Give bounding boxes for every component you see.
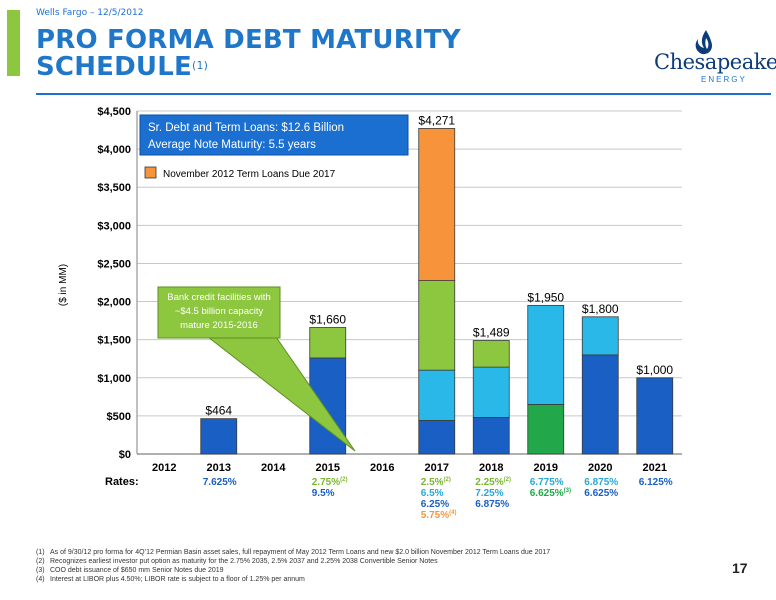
rate-footnote-ref: (2)	[444, 477, 451, 483]
bar-segment	[581, 316, 619, 356]
title-line-2-text: SCHEDULE	[36, 52, 192, 82]
x-tick-label: 2018	[479, 462, 503, 474]
rate-label: 6.875%	[584, 477, 618, 488]
legend-label: November 2012 Term Loans Due 2017	[163, 169, 336, 180]
page-number: 17	[732, 560, 748, 576]
rate-label: 7.625%	[203, 477, 237, 488]
bar-segment	[472, 417, 510, 455]
y-axis-label: ($ in MM)	[58, 264, 69, 306]
page-title: PRO FORMA DEBT MATURITY SCHEDULE(1)	[36, 27, 461, 81]
rate-label: 2.75%(2)	[312, 477, 348, 488]
title-divider	[36, 93, 771, 95]
info-box-line-2: Average Note Maturity: 5.5 years	[148, 139, 316, 151]
y-tick-label: $3,000	[97, 220, 131, 232]
rate-label: 6.625%(3)	[530, 488, 571, 499]
bar-total-label: $1,800	[582, 302, 619, 316]
x-tick-label: 2015	[316, 462, 340, 474]
callout-line-3: mature 2015-2016	[180, 320, 258, 331]
bar-segment	[200, 418, 238, 455]
rate-label: 6.5%	[421, 488, 444, 499]
x-tick-label: 2012	[152, 462, 176, 474]
bar-segment	[418, 128, 456, 281]
legend-swatch	[144, 166, 157, 179]
x-tick-label: 2021	[643, 462, 667, 474]
y-tick-label: $2,500	[97, 258, 131, 270]
rate-label: 2.5%(2)	[421, 477, 451, 488]
bar-total-label: $1,660	[309, 312, 346, 326]
info-box-line-1: Sr. Debt and Term Loans: $12.6 Billion	[148, 122, 344, 134]
rate-label: 7.25%	[475, 488, 503, 499]
rate-footnote-ref: (4)	[449, 510, 456, 516]
rate-label: 6.625%	[584, 488, 618, 499]
rate-label: 6.775%	[530, 477, 564, 488]
y-tick-label: $500	[107, 411, 131, 423]
footnote-2: (2) Recognizes earliest investor put opti…	[36, 558, 438, 565]
y-tick-label: $4,000	[97, 144, 131, 156]
chesapeake-logo-flame-icon	[695, 30, 712, 55]
x-tick-label: 2020	[588, 462, 612, 474]
rate-footnote-ref: (2)	[504, 477, 511, 483]
bar-segment	[309, 327, 347, 359]
rate-label: 2.25%(2)	[475, 477, 511, 488]
bar-segment	[527, 304, 565, 405]
footnote-4: (4) Interest at LIBOR plus 4.50%; LIBOR r…	[36, 576, 305, 583]
debt-maturity-chart: $0 $500 $1,000 $1,500 $2,000 $2,500 $3,000 $3,5…	[58, 106, 682, 521]
bar-total-label: $1,000	[636, 363, 673, 377]
y-tick-label: $4,500	[97, 106, 131, 118]
y-tick-label: $3,500	[97, 182, 131, 194]
bar-segment	[418, 420, 456, 455]
y-tick-label: $2,000	[97, 297, 131, 309]
title-footnote-ref: (1)	[191, 59, 209, 72]
x-tick-label: 2014	[261, 462, 286, 474]
rate-label: 9.5%	[312, 488, 335, 499]
callout-box	[157, 286, 281, 339]
bar-segment	[418, 369, 456, 421]
logo-wordmark: Chesapeake	[654, 50, 776, 74]
bar-total-label: $464	[205, 404, 232, 418]
callout-line-1: Bank credit facilities with	[167, 292, 270, 303]
footnote-3: (3) COO debt issuance of $650 mm Senior N…	[36, 567, 224, 574]
title-line-2: SCHEDULE(1)	[36, 54, 461, 81]
source-line: Wells Fargo – 12/5/2012	[36, 8, 144, 18]
bar-segment	[636, 377, 674, 455]
bar-total-label: $4,271	[418, 113, 455, 127]
rate-label: 6.25%	[421, 499, 449, 510]
bar-segment	[418, 280, 456, 371]
rate-label: 5.75%(4)	[421, 510, 457, 521]
title-accent-bar	[7, 10, 20, 76]
rates-label: Rates:	[105, 476, 139, 488]
bar-segment	[581, 354, 619, 455]
bar-segment	[527, 404, 565, 455]
rate-footnote-ref: (2)	[340, 477, 347, 483]
x-tick-label: 2017	[425, 462, 449, 474]
x-tick-label: 2016	[370, 462, 394, 474]
bar-total-label: $1,489	[473, 326, 510, 340]
rate-footnote-ref: (3)	[564, 488, 571, 494]
y-tick-label: $1,000	[97, 373, 131, 385]
logo-subtext: ENERGY	[701, 75, 747, 84]
y-tick-label: $1,500	[97, 335, 131, 347]
rate-label: 6.125%	[639, 477, 673, 488]
x-tick-label: 2013	[207, 462, 231, 474]
y-tick-label: $0	[119, 449, 131, 461]
x-tick-label: 2019	[534, 462, 558, 474]
bar-total-label: $1,950	[527, 290, 564, 304]
bar-segment	[472, 366, 510, 418]
rate-label: 6.875%	[475, 499, 509, 510]
callout-line-2: ~$4.5 billion capacity	[175, 306, 264, 317]
footnotes: (1) As of 9/30/12 pro forma for 4Q’12 Per…	[36, 548, 726, 584]
footnote-1: (1) As of 9/30/12 pro forma for 4Q’12 Per…	[36, 549, 551, 556]
info-box	[139, 114, 409, 156]
title-line-1: PRO FORMA DEBT MATURITY	[36, 25, 461, 55]
bar-segment	[472, 340, 510, 368]
